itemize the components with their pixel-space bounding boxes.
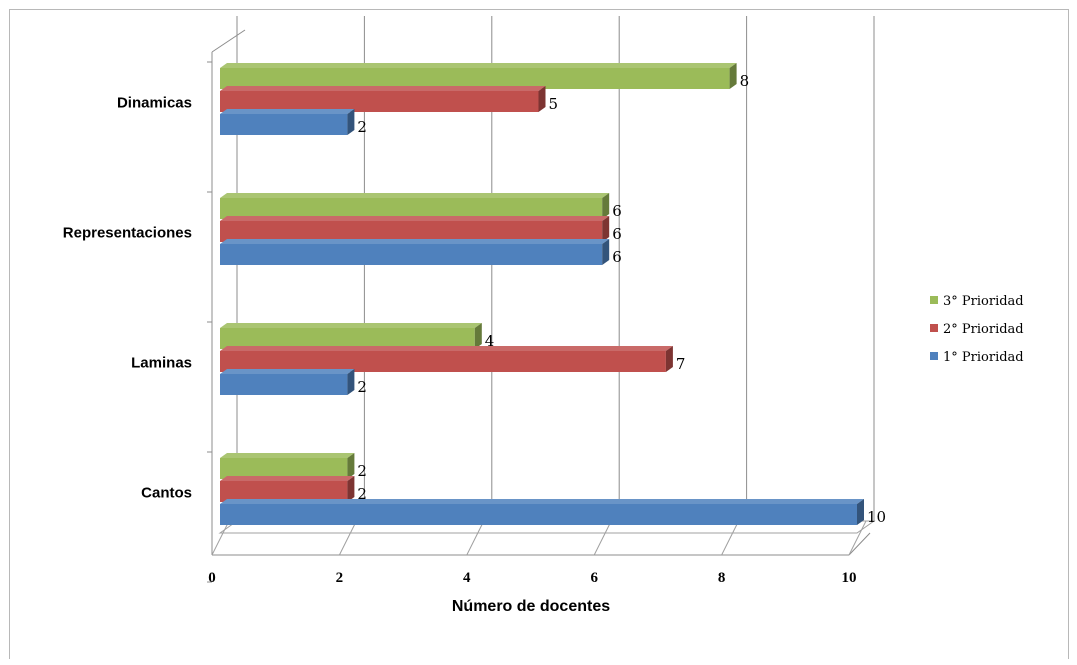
x-tick-label: 10	[842, 570, 857, 586]
category-label: Laminas	[131, 355, 192, 372]
bar-end-face	[347, 476, 355, 502]
data-label: 6	[612, 202, 622, 220]
legend-entry: 3° Prioridad	[943, 294, 1024, 309]
floor-gridline	[593, 520, 612, 556]
bar-end-face	[474, 323, 482, 349]
data-label: 10	[867, 508, 886, 526]
bar-end-face	[602, 193, 610, 219]
bar-top-face	[220, 86, 546, 91]
bar-top-face	[220, 109, 355, 114]
legend-entry: 1° Prioridad	[943, 350, 1024, 365]
floor-gridline	[466, 520, 485, 556]
bar-end-face	[347, 369, 355, 395]
bar	[220, 91, 539, 112]
category-label: Cantos	[141, 485, 192, 502]
bar-top-face	[220, 323, 482, 328]
bar	[220, 328, 475, 349]
x-tick-label: 0	[208, 570, 216, 586]
bar	[220, 68, 730, 89]
bar-top-face	[220, 193, 610, 198]
x-tick-label: 6	[590, 570, 598, 586]
x-tick-label: 2	[336, 570, 344, 586]
floor-gridline	[848, 520, 867, 556]
data-labels: 2 2 10 4 7 2 6 6 6 8 5 2	[357, 72, 886, 526]
bar	[220, 221, 603, 242]
bar	[220, 458, 348, 479]
bar-end-face	[347, 453, 355, 479]
legend: 3° Prioridad 2° Prioridad 1° Prioridad	[930, 294, 1024, 365]
data-label: 8	[740, 72, 750, 90]
x-tick-label: 8	[718, 570, 726, 586]
category-label: Dinamicas	[117, 95, 192, 112]
legend-swatch	[930, 352, 938, 360]
bar	[220, 351, 666, 372]
bars	[220, 63, 864, 525]
bar-end-face	[729, 63, 737, 89]
data-label: 5	[549, 95, 559, 113]
data-label: 2	[357, 462, 367, 480]
data-label: 2	[357, 118, 367, 136]
data-label: 6	[612, 225, 622, 243]
data-label: 4	[485, 332, 495, 350]
bar-top-face	[220, 63, 737, 68]
floor-gridline	[721, 520, 740, 556]
bar-end-face	[665, 346, 673, 372]
legend-swatch	[930, 296, 938, 304]
bar-top-face	[220, 476, 355, 481]
legend-swatch	[930, 324, 938, 332]
data-label: 7	[676, 355, 686, 373]
bar-end-face	[347, 109, 355, 135]
bar-top-face	[220, 369, 355, 374]
bar	[220, 504, 857, 525]
data-label: 2	[357, 378, 367, 396]
bar-top-face	[220, 216, 610, 221]
bar-top-face	[220, 239, 610, 244]
floor-gridline	[211, 520, 230, 556]
bar-top-face	[220, 499, 864, 504]
bar-top-face	[220, 346, 673, 351]
x-axis-right-edge	[848, 532, 871, 556]
x-tick-label: 4	[463, 570, 471, 586]
data-label: 2	[357, 485, 367, 503]
category-labels: Cantos Laminas Representaciones Dinamicas	[63, 95, 192, 502]
category-label: Representaciones	[63, 225, 192, 242]
bar	[220, 198, 603, 219]
bar-end-face	[538, 86, 546, 112]
chart-frame	[9, 9, 1069, 659]
bar-end-face	[602, 216, 610, 242]
floor-gridline	[338, 520, 357, 556]
bar	[220, 244, 603, 265]
x-tick-labels: 0 2 4 6 8 10	[208, 570, 856, 586]
data-label: 6	[612, 248, 622, 266]
bar-top-face	[220, 453, 355, 458]
bar-end-face	[857, 499, 864, 525]
bar	[220, 374, 348, 395]
bar	[220, 481, 348, 502]
legend-entry: 2° Prioridad	[943, 322, 1024, 337]
y-axis-top-edge	[211, 29, 246, 53]
bar	[220, 114, 348, 135]
x-axis-title: Número de docentes	[452, 598, 610, 615]
bar-end-face	[602, 239, 610, 265]
